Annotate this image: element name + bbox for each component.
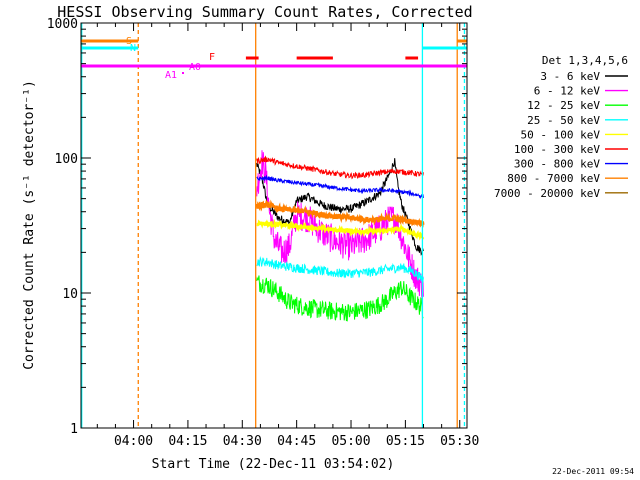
series-line — [256, 158, 424, 256]
legend-label: 12 - 25 keV — [527, 99, 600, 112]
plot-frame — [80, 22, 468, 429]
x-tick-label: 04:45 — [277, 434, 316, 449]
series-line — [256, 155, 424, 180]
legend-label: 800 - 7000 keV — [507, 172, 600, 185]
markers-layer: SN F A1 A0 — [81, 23, 467, 428]
legend-label: 300 - 800 keV — [514, 158, 600, 171]
series-line — [256, 174, 424, 200]
legend-label: 100 - 300 keV — [514, 143, 600, 156]
x-tick-label: 05:00 — [331, 434, 370, 449]
series-line — [255, 199, 425, 228]
flag-dot — [182, 72, 184, 74]
flag-label: S — [126, 36, 132, 47]
legend-label: 25 - 50 keV — [527, 114, 600, 127]
legend-title: Det 1,3,4,5,6 — [542, 54, 628, 67]
y-axis-label: Corrected Count Rate (s⁻¹ detector⁻¹) — [22, 80, 37, 370]
legend-label: 6 - 12 keV — [534, 85, 601, 98]
legend-label: 3 - 6 keV — [540, 70, 600, 83]
flag-label: N — [130, 43, 136, 54]
x-tick-label: 05:30 — [440, 434, 479, 449]
series-line — [256, 218, 425, 241]
flag-label: A0 — [189, 62, 201, 73]
x-tick-label: 05:15 — [386, 434, 425, 449]
timestamp: 22-Dec-2011 09:54 — [552, 467, 634, 476]
chart-title: HESSI Observing Summary Count Rates, Cor… — [57, 3, 472, 21]
series-line — [256, 255, 424, 284]
legend-label: 7000 - 20000 keV — [494, 187, 600, 200]
curves-layer — [255, 150, 425, 322]
x-tick-label: 04:30 — [223, 434, 262, 449]
flag-label: F — [209, 52, 215, 63]
y-tick-label: 1000 — [47, 17, 78, 32]
series-line — [256, 275, 424, 322]
legend-label: 50 - 100 keV — [521, 128, 601, 141]
x-axis: 04:00 04:15 04:30 04:45 05:00 05:15 05:30 — [96, 23, 479, 449]
x-axis-label: Start Time (22-Dec-11 03:54:02) — [152, 457, 395, 472]
flag-label: A1 — [165, 70, 177, 81]
y-tick-label: 10 — [62, 287, 78, 302]
y-tick-label: 1 — [70, 422, 78, 437]
y-axis: 1 10 100 1000 — [47, 17, 467, 437]
x-tick-label: 04:00 — [114, 434, 153, 449]
x-tick-label: 04:15 — [168, 434, 207, 449]
y-tick-label: 100 — [55, 152, 78, 167]
